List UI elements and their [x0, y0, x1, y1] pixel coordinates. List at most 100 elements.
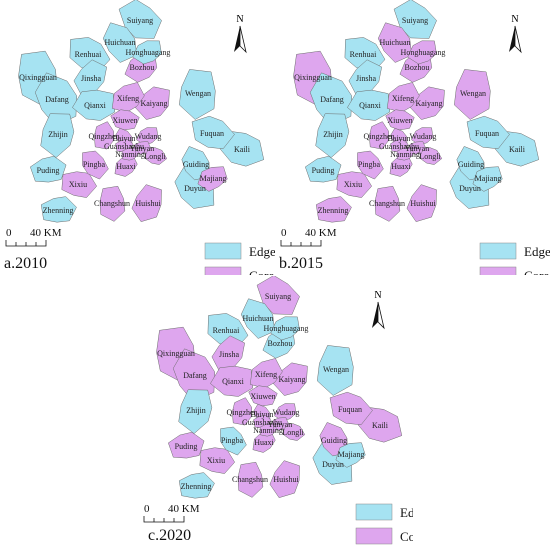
- region-zhijin-edge: [40, 113, 75, 158]
- label-renhuai: Renhuai: [350, 50, 377, 59]
- label-wudang: Wudang: [273, 408, 300, 417]
- region-longli-core: [419, 147, 443, 165]
- label-xixiu: Xixiu: [69, 180, 87, 189]
- label-qixingguan: Qixingguan: [19, 73, 57, 82]
- panel-title: b.2015: [279, 255, 323, 272]
- label-fuquan: Fuquan: [338, 405, 362, 414]
- label-puding: Puding: [37, 166, 60, 175]
- label-pingba: Pingba: [83, 160, 106, 169]
- region-fuquan-edge: [191, 115, 235, 150]
- label-xiuwen: Xiuwen: [112, 116, 137, 125]
- north-arrow-icon: N: [509, 14, 522, 54]
- label-qixingguan: Qixingguan: [294, 73, 332, 82]
- region-changshun-core: [237, 461, 264, 498]
- region-jinsha-core: [211, 335, 245, 372]
- legend-swatch-edge: [479, 242, 517, 260]
- region-qingzhen-core: [94, 121, 114, 150]
- svg-text:0: 0: [144, 503, 150, 515]
- label-qixingguan: Qixingguan: [157, 349, 195, 358]
- label-longli: Longli: [144, 152, 166, 161]
- label-honghuagang: Honghuagang: [264, 324, 309, 333]
- region-honghuagang-edge: [270, 316, 300, 341]
- scale-bar: 0 40 KM: [5, 227, 62, 247]
- legend-label-edge: Edge: [524, 244, 550, 259]
- region-longli-core: [282, 423, 306, 441]
- label-suiyang: Suiyang: [127, 16, 153, 25]
- label-wudang: Wudang: [410, 132, 437, 141]
- label-guanshanhu: Guanshanhu: [104, 142, 144, 151]
- panel-title: a.2010: [4, 255, 47, 272]
- legend-label-core: Core: [249, 268, 275, 275]
- label-xifeng: Xifeng: [255, 370, 277, 379]
- region-xixiu-core: [199, 447, 236, 474]
- label-guanshanhu: Guanshanhu: [242, 418, 282, 427]
- label-kaili: Kaili: [234, 145, 251, 154]
- svg-text:N: N: [511, 14, 518, 25]
- label-suiyang: Suiyang: [265, 292, 291, 301]
- label-zhenning: Zhenning: [43, 206, 74, 215]
- label-honghuagang: Honghuagang: [401, 48, 446, 57]
- label-bozhou: Bozhou: [405, 63, 430, 72]
- label-xifeng: Xifeng: [117, 94, 139, 103]
- region-changshun-core: [374, 185, 401, 222]
- region-zhijin-edge: [315, 113, 350, 158]
- region-xifeng-core: [111, 82, 145, 113]
- label-huishui: Huishui: [135, 199, 161, 208]
- label-nanming: Nanming: [253, 426, 283, 435]
- label-huishui: Huishui: [273, 475, 299, 484]
- region-wengan-core: [454, 69, 491, 120]
- svg-text:0: 0: [281, 227, 287, 239]
- label-zhijin: Zhijin: [186, 406, 206, 415]
- label-dafang: Dafang: [45, 95, 69, 104]
- legend-label-edge: Edge: [249, 244, 275, 259]
- region-xixiu-core: [336, 171, 373, 198]
- label-guiding: Guiding: [183, 160, 209, 169]
- label-guanshanhu: Guanshanhu: [379, 142, 419, 151]
- label-zhenning: Zhenning: [318, 206, 349, 215]
- region-qingzhen-core: [232, 397, 252, 426]
- label-pingba: Pingba: [221, 436, 244, 445]
- map-panel-2015: Suiyang Huichuan Honghuagang Renhuai Bozhou Q…: [275, 0, 550, 284]
- label-wengan: Wengan: [185, 89, 211, 98]
- region-wengan-edge: [317, 345, 354, 396]
- label-wengan: Wengan: [460, 89, 486, 98]
- label-puding: Puding: [175, 442, 198, 451]
- label-kaiyang: Kaiyang: [140, 99, 167, 108]
- label-qingzhen: Qingzhen: [226, 408, 257, 417]
- label-changshun: Changshun: [94, 199, 130, 208]
- label-kaili: Kaili: [509, 145, 526, 154]
- label-dafang: Dafang: [320, 95, 344, 104]
- label-duyun: Duyun: [184, 184, 206, 193]
- label-dafang: Dafang: [183, 371, 207, 380]
- label-yunyan: Yunyan: [268, 420, 292, 429]
- label-xiuwen: Xiuwen: [387, 116, 412, 125]
- label-kaiyang: Kaiyang: [415, 99, 442, 108]
- label-xixiu: Xixiu: [344, 180, 362, 189]
- legend-label-core: Core: [524, 268, 550, 275]
- north-arrow-icon: N: [372, 290, 385, 330]
- region-suiyang-core: [256, 275, 300, 315]
- legend: Edge Core: [355, 503, 427, 545]
- legend: Edge Core: [479, 242, 550, 284]
- label-qingzhen: Qingzhen: [363, 132, 394, 141]
- region-changshun-core: [99, 185, 126, 222]
- region-pingba-core: [82, 150, 109, 180]
- region-wudang-core: [274, 403, 297, 422]
- label-majiang: Majiang: [338, 450, 365, 459]
- svg-text:N: N: [374, 290, 381, 301]
- label-suiyang: Suiyang: [402, 16, 428, 25]
- legend-label-edge: Edge: [400, 505, 413, 520]
- label-bozhou: Bozhou: [268, 339, 293, 348]
- region-xixiu-core: [61, 171, 98, 198]
- label-majiang: Majiang: [475, 174, 502, 183]
- label-wengan: Wengan: [323, 365, 349, 374]
- label-guiding: Guiding: [321, 436, 347, 445]
- region-wudang-core: [136, 127, 159, 146]
- label-zhijin: Zhijin: [48, 130, 68, 139]
- region-xiuwen-core: [248, 385, 278, 407]
- region-zhenning-edge: [178, 472, 215, 499]
- region-huishui-core: [406, 184, 437, 222]
